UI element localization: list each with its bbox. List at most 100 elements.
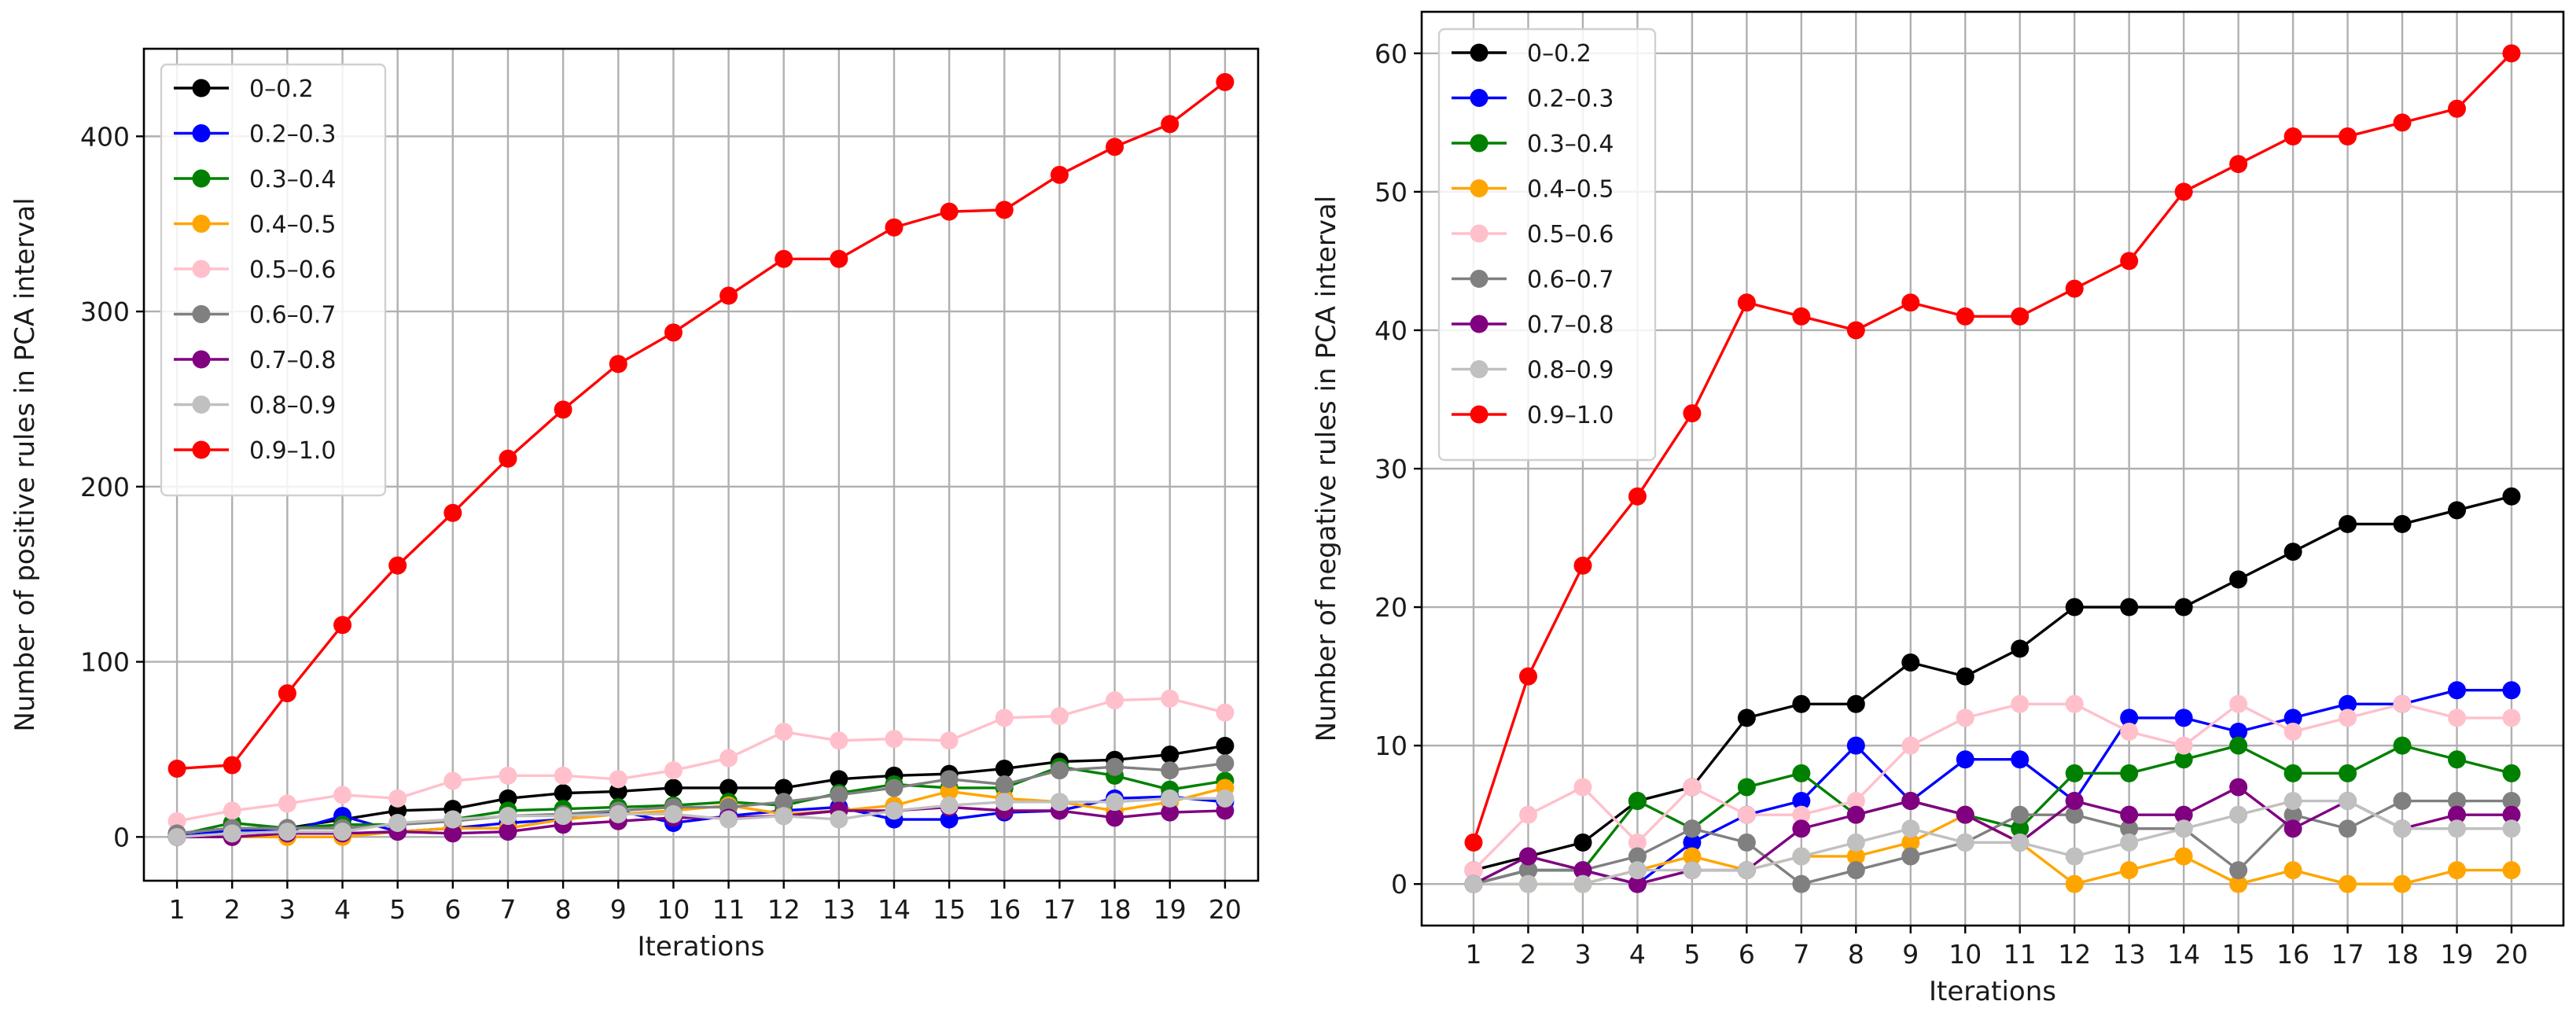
negative-point-0to0p2-19 (2448, 501, 2467, 520)
negative-point-0p4to0p5-12 (2065, 874, 2084, 893)
positive-point-0p5to0p6-2 (223, 801, 241, 820)
negative-xtick-label-15: 15 (2222, 939, 2255, 970)
negative-point-0p9to1p0-1 (1464, 833, 1483, 852)
positive-line-0p8to0p9 (176, 797, 1225, 839)
positive-point-0p8to0p9-12 (775, 807, 793, 826)
positive-point-0p9to1p0-2 (223, 756, 241, 775)
positive-point-0p8to0p9-14 (885, 801, 903, 820)
positive-point-0to0p2-20 (1216, 736, 1235, 755)
negative-legend-marker-0p5to0p6 (1470, 224, 1489, 243)
positive-xtick-label-5: 5 (389, 894, 406, 925)
negative-ytick-label-20: 20 (1374, 592, 1408, 623)
negative-point-0p8to0p9-7 (1792, 847, 1811, 866)
negative-point-0p7to0p8-19 (2448, 805, 2467, 824)
positive-point-0to0p2-11 (719, 779, 738, 797)
positive-point-0p7to0p8-18 (1106, 808, 1124, 827)
positive-point-0p8to0p9-4 (333, 823, 352, 841)
negative-point-0to0p2-10 (1956, 667, 1974, 686)
positive-rules-chart: 1 2 3 4 5 6 7 8 9 10 11 12 13 14 15 16 17 18 19 20Iteration… (9, 47, 1260, 963)
negative-legend-entry-0p2to0p3: 0.2–0.3 (1452, 86, 1614, 113)
negative-point-0p8to0p9-8 (1846, 833, 1865, 852)
negative-point-0p6to0p7-12 (2065, 805, 2084, 824)
negative-point-0p9to1p0-6 (1737, 293, 1756, 312)
negative-line-0p7to0p8 (1473, 786, 2512, 885)
positive-point-0p9to1p0-12 (775, 249, 793, 268)
positive-xtick-label-14: 14 (878, 894, 911, 925)
negative-point-0p9to1p0-8 (1846, 321, 1865, 340)
negative-point-0p8to0p9-5 (1683, 861, 1702, 880)
positive-x-axis-label: Iterations (638, 931, 765, 963)
negative-point-0p6to0p7-17 (2339, 819, 2357, 838)
positive-point-0p5to0p6-9 (609, 770, 627, 789)
negative-point-0p9to1p0-10 (1956, 307, 1974, 326)
positive-line-0p6to0p7 (176, 762, 1226, 835)
negative-point-0p9to1p0-20 (2502, 44, 2521, 63)
negative-point-0p5to0p6-20 (2502, 709, 2521, 727)
negative-point-0to0p2-9 (1901, 653, 1920, 672)
positive-xtick-label-15: 15 (933, 894, 966, 925)
negative-point-0p8to0p9-15 (2229, 805, 2248, 824)
negative-point-0p6to0p7-15 (2229, 861, 2248, 880)
positive-point-0p6to0p7-19 (1161, 761, 1179, 780)
positive-point-0p6to0p7-13 (830, 786, 848, 804)
positive-legend-label-0p8to0p9: 0.8–0.9 (249, 392, 336, 420)
negative-point-0p7to0p8-14 (2174, 805, 2193, 824)
negative-legend-entry-0p3to0p4: 0.3–0.4 (1452, 131, 1614, 158)
negative-point-0p7to0p8-10 (1956, 805, 1974, 824)
positive-point-0p9to1p0-8 (554, 400, 572, 419)
positive-point-0p9to1p0-14 (885, 218, 903, 237)
positive-point-0p8to0p9-15 (940, 796, 959, 815)
negative-point-0p9to1p0-13 (2120, 252, 2139, 271)
negative-point-0to0p2-15 (2229, 570, 2248, 589)
positive-xtick-label-16: 16 (988, 894, 1021, 925)
negative-point-0p6to0p7-6 (1737, 833, 1756, 852)
positive-point-0p7to0p8-19 (1161, 803, 1179, 822)
negative-point-0p9to1p0-19 (2448, 99, 2467, 118)
negative-xtick-label-14: 14 (2167, 939, 2200, 970)
positive-point-0p5to0p6-8 (554, 766, 572, 785)
negative-point-0to0p2-3 (1573, 833, 1592, 852)
positive-legend-label-0p4to0p5: 0.4–0.5 (249, 212, 336, 239)
positive-xtick-label-17: 17 (1043, 894, 1076, 925)
negative-legend-marker-0to0p2 (1470, 43, 1489, 62)
negative-legend-entry-0p6to0p7: 0.6–0.7 (1452, 267, 1614, 294)
negative-ytick-label-60: 60 (1374, 39, 1408, 69)
negative-point-0p3to0p4-16 (2283, 764, 2302, 782)
negative-line-0to0p2 (1473, 495, 2512, 872)
positive-point-0p6to0p7-18 (1106, 757, 1124, 776)
negative-point-0p2to0p3-10 (1956, 750, 1974, 769)
negative-point-0p6to0p7-16 (2283, 805, 2302, 824)
negative-point-0p6to0p7-4 (1628, 847, 1647, 866)
positive-legend: 0–0.2 0.2–0.3 0.3–0.4 0.4–0.5 0.5–0.6 0.6–0.7… (160, 63, 387, 497)
positive-point-0p5to0p6-14 (885, 730, 903, 749)
positive-legend-marker-0p7to0p8 (192, 350, 211, 369)
positive-point-0to0p2-8 (554, 784, 572, 803)
positive-point-0p8to0p9-3 (278, 823, 296, 841)
positive-point-0p8to0p9-8 (554, 807, 572, 826)
negative-point-0p7to0p8-20 (2502, 805, 2521, 824)
positive-legend-marker-0p6to0p7 (192, 305, 211, 323)
positive-legend-marker-0to0p2 (192, 79, 211, 98)
negative-point-0p8to0p9-16 (2283, 792, 2302, 811)
negative-legend-box (1437, 28, 1657, 462)
positive-point-0p5to0p6-16 (995, 709, 1014, 727)
positive-ytick-label-100: 100 (80, 647, 130, 678)
negative-point-0p6to0p7-2 (1518, 861, 1537, 880)
negative-point-0p8to0p9-3 (1573, 874, 1592, 893)
negative-point-0p2to0p3-20 (2502, 681, 2521, 700)
negative-y-axis: 0 10 20 30 40 50 60 Number of negative rules in… (1311, 39, 1422, 900)
negative-point-0p2to0p3-19 (2448, 681, 2467, 700)
negative-series-0p5to0p6 (1464, 694, 2521, 880)
negative-x-axis-label: Iterations (1929, 976, 2056, 1007)
negative-legend-label-0p9to1p0: 0.9–1.0 (1527, 402, 1614, 429)
positive-point-0p8to0p9-13 (830, 810, 848, 829)
positive-point-0p9to1p0-1 (167, 759, 186, 778)
negative-point-0p9to1p0-17 (2339, 127, 2357, 145)
negative-point-0p7to0p8-12 (2065, 792, 2084, 811)
positive-legend-entry-0p5to0p6: 0.5–0.6 (174, 256, 336, 284)
negative-point-0p8to0p9-12 (2065, 847, 2084, 866)
positive-point-0to0p2-19 (1161, 745, 1179, 764)
positive-point-0p8to0p9-10 (664, 804, 683, 823)
positive-point-0to0p2-10 (664, 779, 683, 797)
negative-legend-label-0p7to0p8: 0.7–0.8 (1527, 311, 1614, 339)
